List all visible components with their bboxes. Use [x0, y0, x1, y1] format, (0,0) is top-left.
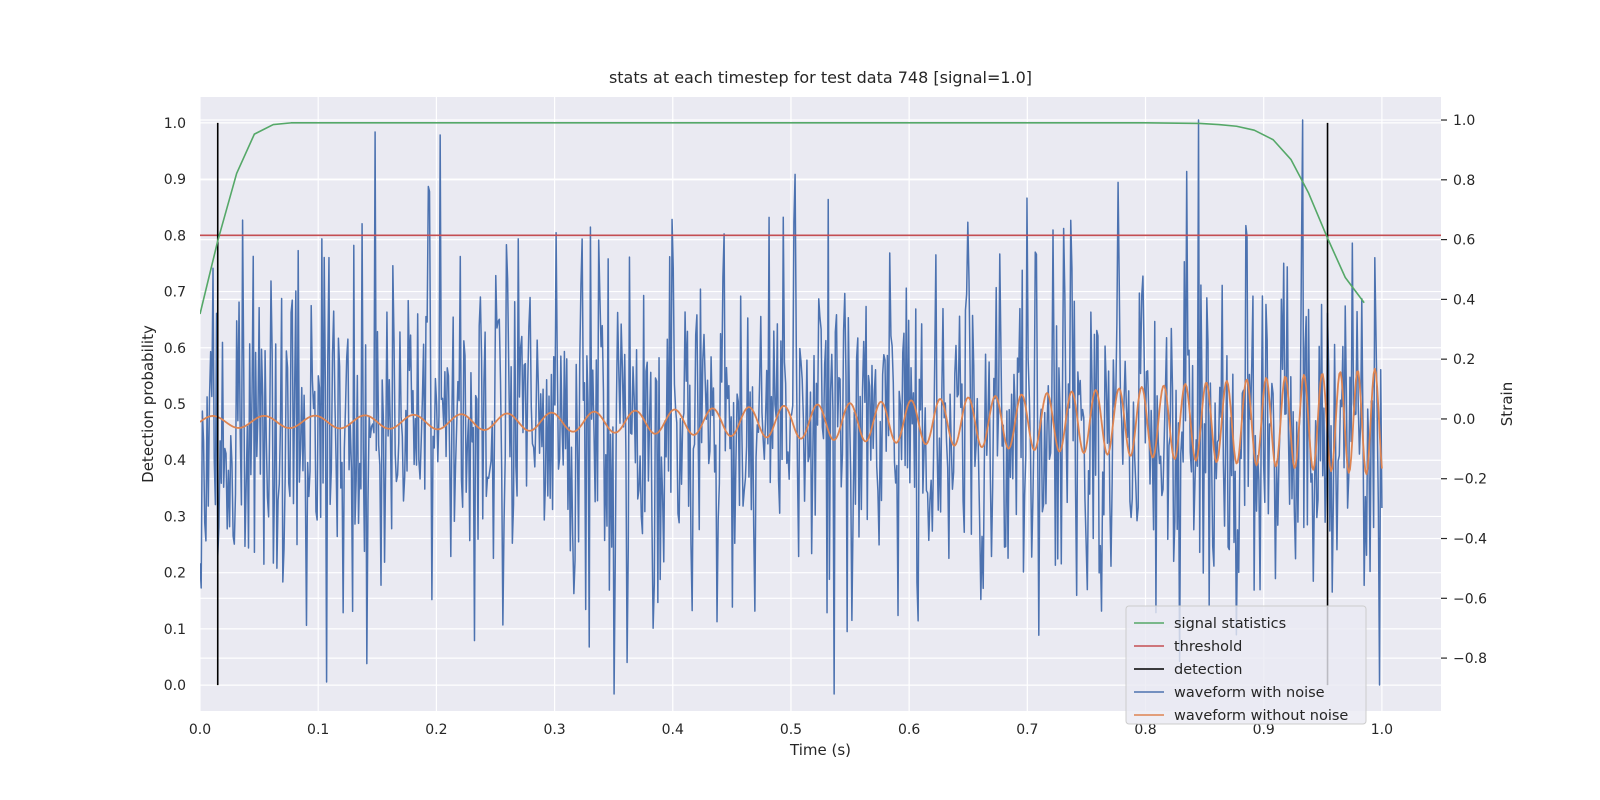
- legend: signal statistics threshold detection wa…: [1125, 605, 1367, 725]
- x-tick-label: 0.3: [543, 722, 565, 738]
- x-tick-label: 0.1: [307, 722, 329, 738]
- x-tick-label: 1.0: [1371, 722, 1393, 738]
- x-tick-label: 0.0: [189, 722, 211, 738]
- y2-tick-label: 0.6: [1453, 233, 1475, 249]
- y-tick-label: 0.0: [164, 678, 186, 694]
- y-tick-label: 0.5: [164, 397, 186, 413]
- y-tick-label: 0.7: [164, 285, 186, 301]
- x-axis-label: Time (s): [789, 741, 851, 759]
- series-waveform-without-noise: [200, 367, 1383, 476]
- y2-tick-label: −0.2: [1453, 472, 1487, 488]
- x-tick-label: 0.9: [1253, 722, 1275, 738]
- y2-tick-label: −0.6: [1453, 591, 1487, 607]
- y-tick-label: 0.6: [164, 341, 186, 357]
- y2-tick-label: 0.8: [1453, 173, 1475, 189]
- axes: 0.0 0.1 0.2 0.3 0.4 0.5 0.6 0.7 0.8 0.9 1.0 0.0 0.1 0…: [164, 113, 1487, 738]
- series-signal-statistics: [200, 122, 1365, 315]
- legend-label-detection: detection: [1174, 662, 1242, 678]
- y-tick-label: 0.9: [164, 172, 186, 188]
- x-tick-label: 0.7: [1016, 722, 1038, 738]
- x-tick-label: 0.4: [662, 722, 684, 738]
- y-axis-label: Detection probability: [139, 325, 157, 483]
- y2-tick-label: −0.8: [1453, 651, 1487, 667]
- y-tick-label: 0.4: [164, 453, 186, 469]
- x-tick-label: 0.2: [425, 722, 447, 738]
- y2-tick-label: 0.0: [1453, 412, 1475, 428]
- legend-box: [1125, 605, 1367, 725]
- y-tick-label: 0.2: [164, 566, 186, 582]
- legend-label-threshold: threshold: [1174, 639, 1242, 655]
- chart-title: stats at each timestep for test data 748…: [609, 68, 1032, 87]
- y2-tick-label: 0.4: [1453, 292, 1475, 308]
- legend-label-waveform-without-noise: waveform without noise: [1174, 708, 1348, 724]
- y-tick-label: 1.0: [164, 116, 186, 132]
- y-tick-label: 0.3: [164, 509, 186, 525]
- x-tick-label: 0.8: [1134, 722, 1156, 738]
- y2-tick-label: −0.4: [1453, 532, 1487, 548]
- y2-tick-label: 0.2: [1453, 352, 1475, 368]
- legend-label-waveform-with-noise: waveform with noise: [1174, 685, 1325, 701]
- y2-axis-label: Strain: [1498, 382, 1516, 426]
- y-tick-label: 0.1: [164, 622, 186, 638]
- legend-label-signal-statistics: signal statistics: [1174, 616, 1286, 632]
- series-layer: [200, 119, 1441, 695]
- x-tick-label: 0.5: [780, 722, 802, 738]
- y-tick-label: 0.8: [164, 228, 186, 244]
- y2-tick-label: 1.0: [1453, 113, 1475, 129]
- x-tick-label: 0.6: [898, 722, 920, 738]
